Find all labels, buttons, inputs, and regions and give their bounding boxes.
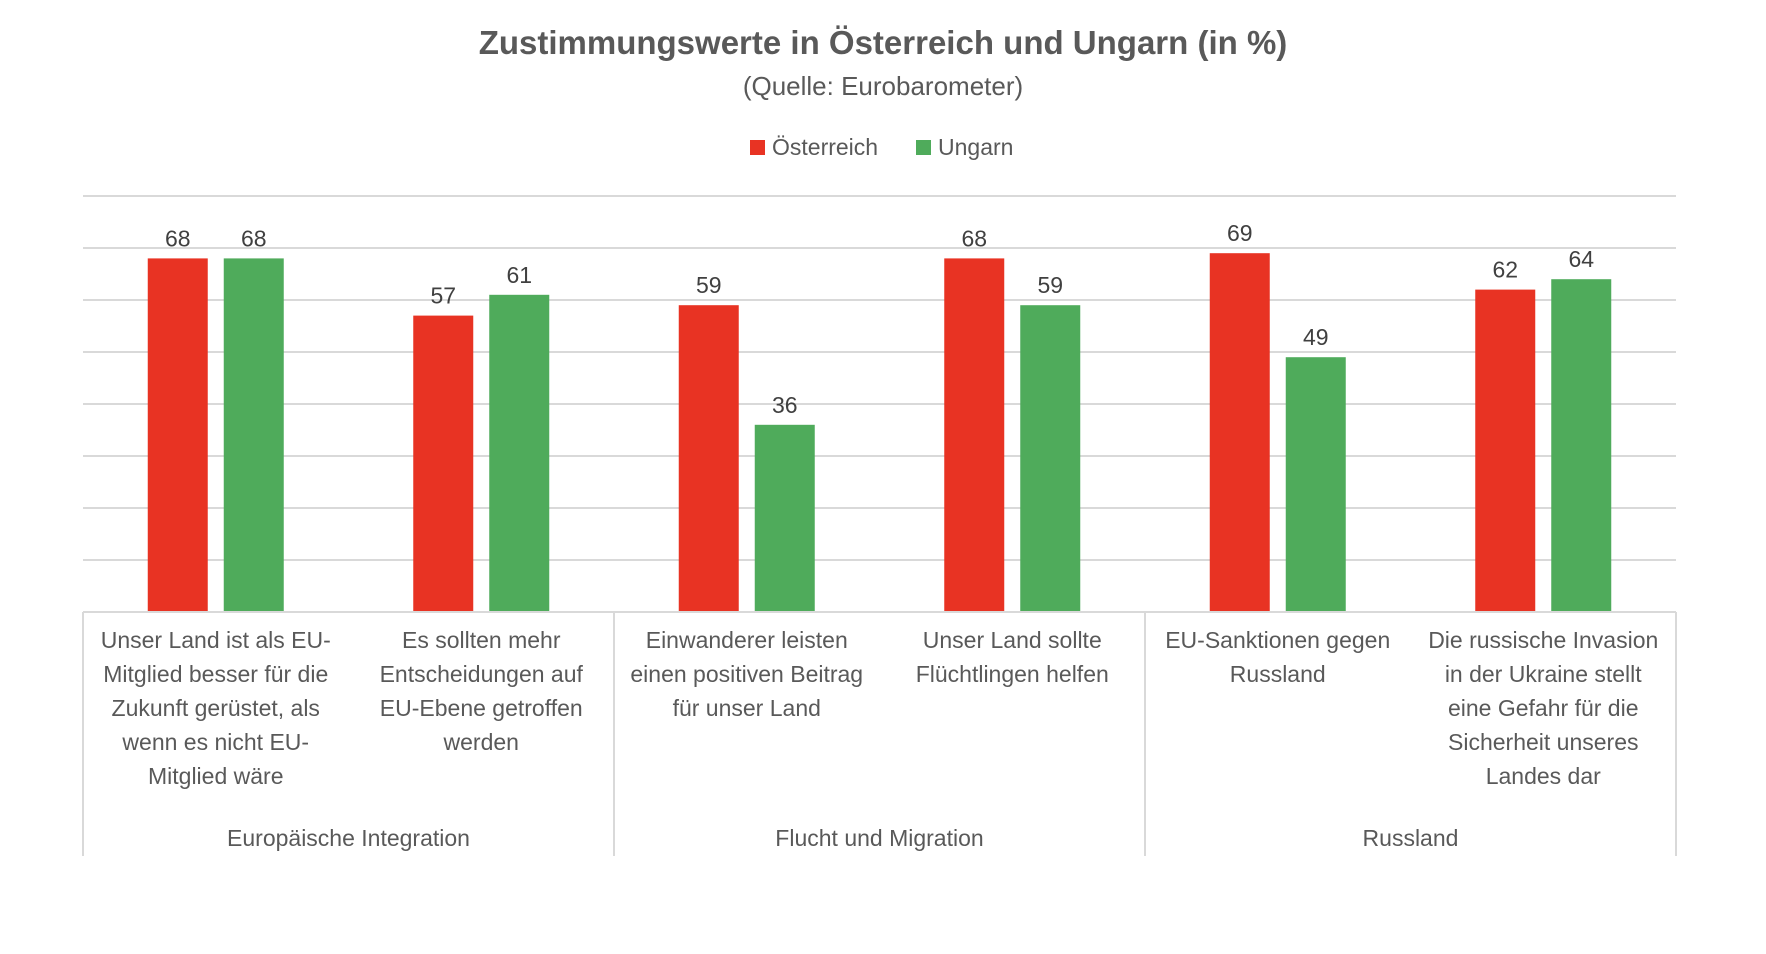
value-label: 57 bbox=[430, 283, 456, 309]
legend-label: Österreich bbox=[772, 134, 878, 160]
bar-ungarn-4 bbox=[1285, 357, 1346, 612]
category-label-line: Die russische Invasion bbox=[1428, 627, 1658, 653]
category-label-line: Unser Land ist als EU- bbox=[101, 627, 331, 653]
category-label-line: Es sollten mehr bbox=[402, 627, 561, 653]
bar-sterreich-3 bbox=[944, 258, 1005, 612]
value-labels: 68 68 57 61 59 36 68 59 69 49 62 64 bbox=[165, 220, 1594, 418]
group-label: Russland bbox=[1363, 825, 1459, 851]
category-label-line: in der Ukraine stellt bbox=[1445, 661, 1642, 687]
value-label: 36 bbox=[772, 392, 798, 418]
value-label: 68 bbox=[961, 225, 987, 251]
category-label-line: EU-Sanktionen gegen bbox=[1165, 627, 1390, 653]
group-label: Flucht und Migration bbox=[775, 825, 983, 851]
category-label-line: wenn es nicht EU- bbox=[121, 729, 309, 755]
chart-title: Zustimmungswerte in Österreich und Ungar… bbox=[479, 24, 1288, 61]
value-label: 49 bbox=[1303, 324, 1329, 350]
group-label: Europäische Integration bbox=[227, 825, 470, 851]
bar-sterreich-5 bbox=[1475, 289, 1536, 612]
category-label: EU-Sanktionen gegen Russland bbox=[1165, 627, 1390, 687]
category-label-line: Entscheidungen auf bbox=[380, 661, 584, 687]
category-label-line: Zukunft gerüstet, als bbox=[112, 695, 320, 721]
bar-ungarn-3 bbox=[1020, 305, 1081, 612]
bar-sterreich-2 bbox=[678, 305, 739, 612]
category-label-line: Landes dar bbox=[1486, 763, 1601, 789]
category-label-line: eine Gefahr für die bbox=[1448, 695, 1639, 721]
category-label-line: EU-Ebene getroffen bbox=[380, 695, 583, 721]
category-label: Es sollten mehr Entscheidungen auf EU-Eben… bbox=[380, 627, 584, 755]
group-labels: Europäische Integration Flucht und Migrat… bbox=[227, 825, 1458, 851]
legend-swatch bbox=[916, 140, 931, 155]
category-label: Unser Land sollte Flüchtlingen helfen bbox=[916, 627, 1109, 687]
category-labels: Unser Land ist als EU- Mitglied besser fü… bbox=[101, 627, 1659, 789]
value-label: 64 bbox=[1568, 246, 1594, 272]
category-label-line: werden bbox=[443, 729, 519, 755]
x-axis bbox=[82, 611, 1677, 856]
bar-ungarn-0 bbox=[223, 258, 284, 612]
bar-sterreich-0 bbox=[147, 258, 208, 612]
category-label-line: einen positiven Beitrag bbox=[630, 661, 863, 687]
legend: Österreich Ungarn bbox=[750, 134, 1013, 160]
category-label-line: Flüchtlingen helfen bbox=[916, 661, 1109, 687]
category-label-line: Mitglied besser für die bbox=[103, 661, 328, 687]
category-label-line: Unser Land sollte bbox=[923, 627, 1102, 653]
value-label: 62 bbox=[1492, 257, 1518, 283]
category-label: Einwanderer leisten einen positiven Beitr… bbox=[630, 627, 863, 721]
value-label: 61 bbox=[506, 262, 532, 288]
legend-label: Ungarn bbox=[938, 134, 1013, 160]
chart-subtitle: (Quelle: Eurobarometer) bbox=[743, 71, 1023, 101]
legend-item-0: Österreich bbox=[750, 134, 878, 160]
value-label: 59 bbox=[1037, 272, 1063, 298]
category-label: Unser Land ist als EU- Mitglied besser fü… bbox=[101, 627, 331, 789]
legend-swatch bbox=[750, 140, 765, 155]
legend-item-1: Ungarn bbox=[916, 134, 1013, 160]
bar-ungarn-2 bbox=[754, 424, 815, 612]
bars bbox=[147, 253, 1612, 612]
category-label: Die russische Invasion in der Ukraine ste… bbox=[1428, 627, 1658, 789]
value-label: 68 bbox=[165, 225, 191, 251]
category-label-line: Russland bbox=[1230, 661, 1326, 687]
bar-ungarn-5 bbox=[1551, 279, 1612, 612]
bar-ungarn-1 bbox=[489, 294, 550, 612]
category-label-line: Sicherheit unseres bbox=[1448, 729, 1639, 755]
category-label-line: Einwanderer leisten bbox=[646, 627, 848, 653]
value-label: 68 bbox=[241, 225, 267, 251]
value-label: 59 bbox=[696, 272, 722, 298]
category-label-line: für unser Land bbox=[673, 695, 821, 721]
bar-sterreich-1 bbox=[413, 315, 474, 612]
bar-sterreich-4 bbox=[1209, 253, 1270, 612]
gridlines bbox=[83, 195, 1676, 561]
value-label: 69 bbox=[1227, 220, 1253, 246]
category-label-line: Mitglied wäre bbox=[148, 763, 284, 789]
